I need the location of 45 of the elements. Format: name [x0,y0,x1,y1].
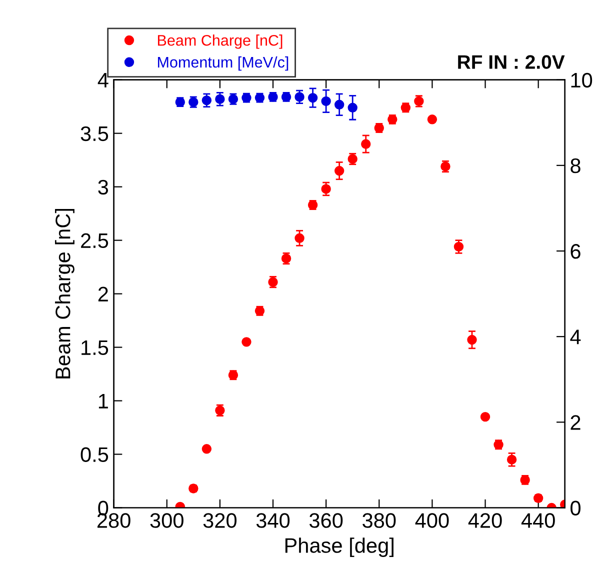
y-tick-label: 4 [98,73,108,88]
point [215,94,225,104]
point [334,166,344,176]
point [506,454,517,464]
point [427,114,438,124]
y-tick-label: 3.5 [80,126,108,142]
y2-tick-label: 10 [571,72,592,88]
y-tick-label: 0.5 [80,447,108,462]
point [294,92,304,102]
point [480,412,490,422]
y-tick-label: 3 [98,180,108,195]
point [321,184,331,194]
point [308,92,318,103]
point [334,100,344,110]
chart-title: RF IN : 2.0V [458,55,565,69]
x-tick-label: 340 [256,513,290,528]
y2-tick-label: 8 [570,158,580,174]
y2-tick-label: 6 [570,244,580,259]
y-tick-label: 1.5 [82,340,108,356]
x-tick-label: 440 [521,513,555,528]
point [321,96,331,106]
y-tick-label: 1 [98,394,108,408]
x-tick-label: 300 [150,513,184,528]
x-tick-label: 280 [97,513,130,528]
y2-tick-label: 4 [570,330,581,344]
point [361,139,371,149]
legend-label: Momentum [MeV/c] [158,56,288,71]
point [202,96,212,106]
y2-tick-label: 2 [570,415,580,430]
x-axis-title: Phase [deg] [285,538,394,558]
x-tick-label: 420 [468,513,502,528]
y-tick-label: 2 [98,286,108,302]
x-tick-label: 380 [362,513,396,528]
x-tick-label: 360 [309,513,343,528]
point [242,337,252,347]
y-axis-title: Beam Charge [nC] [55,209,74,378]
point [348,102,358,113]
x-tick-label: 320 [203,513,237,528]
point [467,334,477,345]
point [294,233,304,244]
y2-tick-label: 0 [570,500,580,516]
legend-label: Beam Charge [nC] [158,34,282,49]
x-tick-label: 400 [415,513,449,528]
point [202,444,212,454]
y-tick-label: 2.5 [81,233,108,248]
